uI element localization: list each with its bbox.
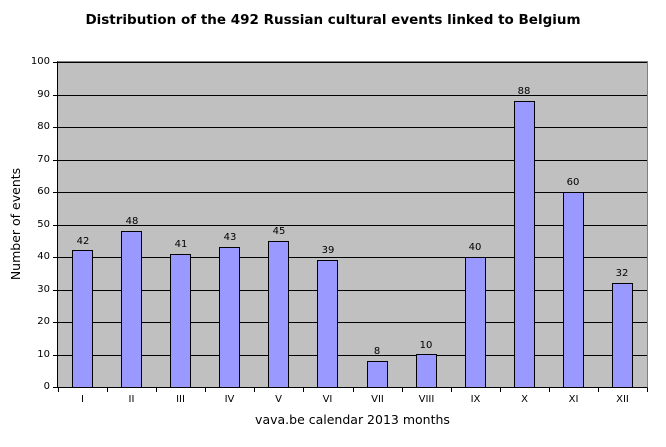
y-tick-label-90: 90 [37,89,50,100]
bar-V [268,241,289,387]
gridline-20 [58,322,647,323]
y-tick-label-40: 40 [37,251,50,262]
bar-value-label-VIII: 10 [419,340,433,351]
gridline-60 [58,192,647,193]
y-tick-label-70: 70 [37,154,50,165]
x-boundary-tick-9 [500,388,501,392]
x-tick-label-VI: VI [322,394,333,405]
x-boundary-tick-1 [107,388,108,392]
bar-XI [563,192,584,387]
y-tick-label-30: 30 [37,284,50,295]
bar-VII [367,361,388,387]
x-boundary-tick-6 [353,388,354,392]
gridline-10 [58,355,647,356]
x-boundary-tick-0 [58,388,59,392]
bar-value-label-IV: 43 [223,232,237,243]
x-tick-label-IX: IX [470,394,481,405]
plot-area: 42 48 41 43 45 39 8 10 40 88 60 32 [57,61,648,388]
bar-value-label-I: 42 [76,236,90,247]
bar-VIII [416,354,437,387]
x-tick-label-XI: XI [568,394,579,405]
x-boundary-tick-4 [254,388,255,392]
y-tick-label-10: 10 [37,349,50,360]
y-tick-label-20: 20 [37,316,50,327]
y-tick-50 [53,225,57,226]
bar-XII [612,283,633,387]
y-tick-70 [53,160,57,161]
y-tick-30 [53,290,57,291]
bar-IX [465,257,486,387]
y-tick-label-80: 80 [37,121,50,132]
gridline-100 [58,62,647,63]
y-tick-10 [53,355,57,356]
gridline-70 [58,160,647,161]
chart-title: Distribution of the 492 Russian cultural… [85,12,581,28]
y-tick-label-50: 50 [37,219,50,230]
y-tick-20 [53,322,57,323]
y-tick-40 [53,257,57,258]
bar-II [121,231,142,387]
x-boundary-tick-10 [549,388,550,392]
x-tick-label-III: III [176,394,185,405]
y-tick-100 [53,62,57,63]
x-axis-title: vava.be calendar 2013 months [255,412,450,427]
x-boundary-tick-2 [156,388,157,392]
y-tick-80 [53,127,57,128]
gridline-50 [58,225,647,226]
x-boundary-tick-11 [598,388,599,392]
y-tick-label-0: 0 [43,381,50,392]
bar-value-label-IX: 40 [468,242,482,253]
y-tick-90 [53,95,57,96]
x-boundary-tick-3 [205,388,206,392]
bar-value-label-XII: 32 [615,268,629,279]
x-tick-label-VII: VII [371,394,384,405]
bar-I [72,250,93,387]
y-tick-label-60: 60 [37,186,50,197]
gridline-40 [58,257,647,258]
x-tick-label-IV: IV [224,394,235,405]
x-tick-label-I: I [81,394,84,405]
x-tick-label-XII: XII [616,394,629,405]
x-tick-label-V: V [275,394,282,405]
y-tick-60 [53,192,57,193]
gridline-80 [58,127,647,128]
bar-IV [219,247,240,387]
gridline-90 [58,95,647,96]
y-tick-label-100: 100 [30,56,50,67]
bar-value-label-VI: 39 [321,245,335,256]
bar-VI [317,260,338,387]
bar-III [170,254,191,387]
x-tick-label-II: II [128,394,135,405]
bar-value-label-V: 45 [272,226,286,237]
bar-value-label-II: 48 [125,216,139,227]
y-tick-0 [53,387,57,388]
x-boundary-tick-8 [451,388,452,392]
x-boundary-tick-7 [402,388,403,392]
x-tick-label-X: X [521,394,528,405]
bar-value-label-XI: 60 [566,177,580,188]
bar-value-label-III: 41 [174,239,188,250]
x-tick-label-VIII: VIII [418,394,435,405]
bar-X [514,101,535,387]
bar-value-label-X: 88 [517,86,531,97]
x-boundary-tick-12 [647,388,648,392]
gridline-30 [58,290,647,291]
x-boundary-tick-5 [303,388,304,392]
bar-value-label-VII: 8 [373,346,381,357]
